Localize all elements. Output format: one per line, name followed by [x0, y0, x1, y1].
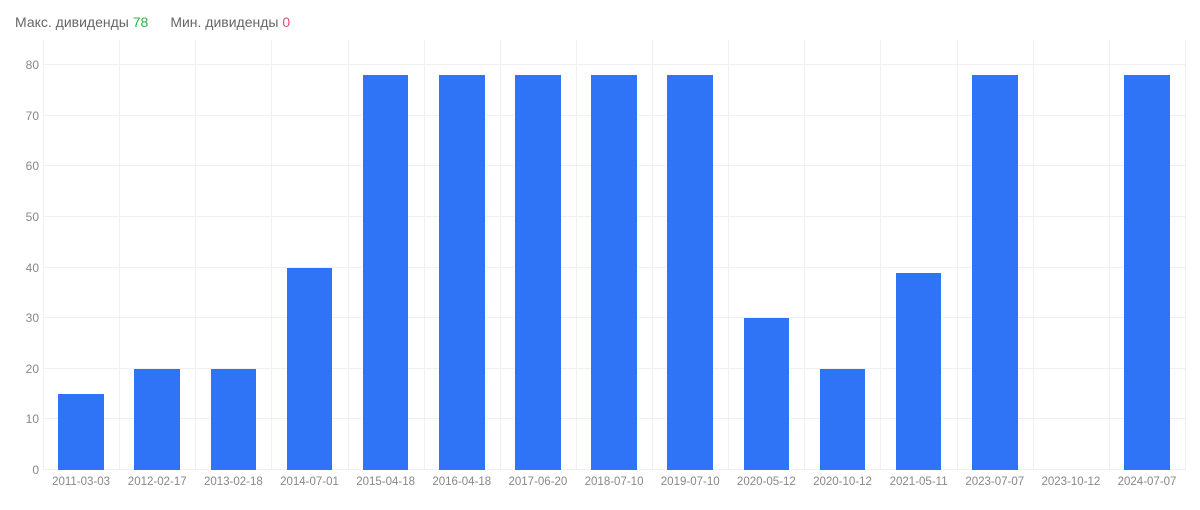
y-tick-label: 60 — [15, 159, 39, 173]
bar — [667, 75, 713, 470]
legend-min-label: Мин. дивиденды — [170, 14, 278, 30]
bar — [58, 394, 104, 470]
bar-slot — [119, 40, 195, 470]
bar — [287, 268, 333, 470]
legend-min: Мин. дивиденды 0 — [170, 14, 290, 30]
chart-plot-area: 01020304050607080 — [43, 40, 1185, 470]
bar — [363, 75, 409, 470]
bar-slot — [957, 40, 1033, 470]
x-tick-label: 2014-07-01 — [271, 476, 347, 488]
bar-slot — [271, 40, 347, 470]
bar — [972, 75, 1018, 470]
bar-slot — [652, 40, 728, 470]
y-tick-label: 40 — [15, 261, 39, 275]
bar-slot — [348, 40, 424, 470]
x-tick-label: 2021-05-11 — [881, 476, 957, 488]
bar-slot — [1109, 40, 1185, 470]
x-tick-label: 2020-10-12 — [804, 476, 880, 488]
y-tick-label: 10 — [15, 412, 39, 426]
bar — [820, 369, 866, 470]
y-tick-label: 70 — [15, 109, 39, 123]
bar-slot — [424, 40, 500, 470]
bar-slot — [804, 40, 880, 470]
legend-row: Макс. дивиденды 78 Мин. дивиденды 0 — [15, 0, 1185, 40]
bar-slot — [728, 40, 804, 470]
y-axis-labels: 01020304050607080 — [15, 40, 39, 470]
bar — [896, 273, 942, 470]
y-tick-label: 0 — [15, 463, 39, 477]
x-tick-label: 2017-06-20 — [500, 476, 576, 488]
legend-max-label: Макс. дивиденды — [15, 14, 129, 30]
bar — [515, 75, 561, 470]
bar-slot — [1033, 40, 1109, 470]
y-tick-label: 30 — [15, 311, 39, 325]
y-tick-label: 50 — [15, 210, 39, 224]
x-tick-label: 2023-10-12 — [1033, 476, 1109, 488]
bar-slot — [195, 40, 271, 470]
plot — [43, 40, 1185, 470]
bar-slot — [576, 40, 652, 470]
x-tick-label: 2020-05-12 — [728, 476, 804, 488]
x-tick-label: 2015-04-18 — [348, 476, 424, 488]
x-tick-label: 2019-07-10 — [652, 476, 728, 488]
bar-slot — [881, 40, 957, 470]
bar — [134, 369, 180, 470]
bar — [439, 75, 485, 470]
legend-min-value: 0 — [282, 14, 290, 30]
x-tick-label: 2018-07-10 — [576, 476, 652, 488]
x-tick-label: 2023-07-07 — [957, 476, 1033, 488]
x-tick-label: 2024-07-07 — [1109, 476, 1185, 488]
bar — [591, 75, 637, 470]
x-tick-label: 2013-02-18 — [195, 476, 271, 488]
y-tick-label: 80 — [15, 58, 39, 72]
legend-max: Макс. дивиденды 78 — [15, 14, 148, 30]
bar — [744, 318, 790, 470]
bars — [43, 40, 1185, 470]
bar — [211, 369, 257, 470]
legend-max-value: 78 — [133, 14, 149, 30]
y-tick-label: 20 — [15, 362, 39, 376]
bar — [1124, 75, 1170, 470]
x-tick-label: 2012-02-17 — [119, 476, 195, 488]
vertical-gridline — [1185, 40, 1186, 470]
chart-container: Макс. дивиденды 78 Мин. дивиденды 0 0102… — [0, 0, 1200, 510]
x-tick-label: 2016-04-18 — [424, 476, 500, 488]
x-tick-label: 2011-03-03 — [43, 476, 119, 488]
x-axis-labels: 2011-03-032012-02-172013-02-182014-07-01… — [43, 470, 1185, 492]
bar-slot — [500, 40, 576, 470]
bar-slot — [43, 40, 119, 470]
